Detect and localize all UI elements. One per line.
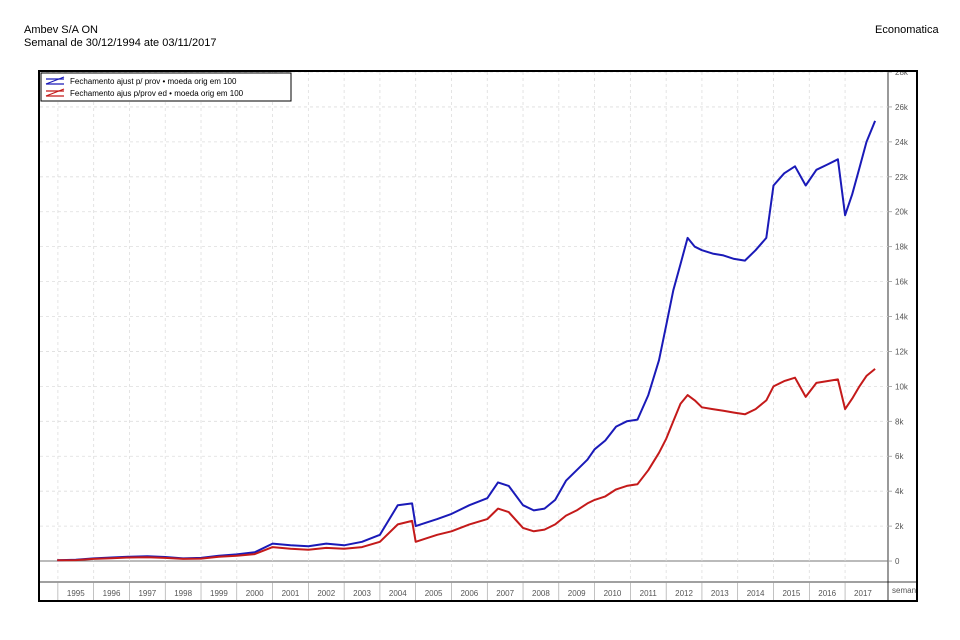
x-axis: 1995 1996 1997 1998 1999 2000 2001 2002 2003 2004… xyxy=(57,582,916,600)
series-line-2 xyxy=(57,368,876,562)
legend-box xyxy=(40,72,292,102)
y-tick-label: 26k xyxy=(895,103,909,112)
y-tick-label: 0 xyxy=(895,557,900,566)
x-tick-label: 2010 xyxy=(604,589,622,598)
x-axis-label: semana xyxy=(892,586,916,595)
x-tick-label: 2001 xyxy=(282,589,300,598)
x-tick-label: 2016 xyxy=(818,589,836,598)
x-tick-label: 2006 xyxy=(460,589,478,598)
x-tick-label: 1998 xyxy=(174,589,192,598)
source-label: Economatica xyxy=(875,24,939,36)
x-tick-label: 2014 xyxy=(747,589,765,598)
x-tick-label: 2015 xyxy=(782,589,800,598)
series-line-1 xyxy=(57,120,877,562)
x-tick-label: 1996 xyxy=(103,589,121,598)
y-tick-label: 4k xyxy=(895,487,904,496)
x-tick-label: 1997 xyxy=(138,589,156,598)
y-tick-label: 12k xyxy=(895,347,909,356)
x-tick-label: 2005 xyxy=(425,589,443,598)
chart-title: Ambev S/A ON xyxy=(24,24,98,36)
line-chart: 1995 1996 1997 1998 1999 2000 2001 2002 2003 2004… xyxy=(40,72,916,600)
y-tick-label: 10k xyxy=(895,382,909,391)
y-tick-label: 16k xyxy=(895,278,909,287)
y-tick-label: 28k xyxy=(895,72,909,77)
legend: Fechamento ajust p/ prov • moeda orig em… xyxy=(40,72,292,102)
y-tick-label: 6k xyxy=(895,452,904,461)
x-tick-label: 2011 xyxy=(640,589,658,598)
chart-subtitle: Semanal de 30/12/1994 ate 03/11/2017 xyxy=(24,37,217,49)
grid-lines xyxy=(40,72,916,600)
x-tick-label: 2013 xyxy=(711,589,729,598)
y-tick-label: 18k xyxy=(895,243,909,252)
legend-swatch-2 xyxy=(45,88,65,97)
x-tick-label: 2008 xyxy=(532,589,550,598)
legend-swatch-1 xyxy=(45,76,65,85)
series-lines xyxy=(57,120,877,562)
x-tick-label: 2007 xyxy=(496,589,514,598)
y-tick-label: 20k xyxy=(895,208,909,217)
x-tick-label: 2002 xyxy=(317,589,335,598)
chart-frame: 1995 1996 1997 1998 1999 2000 2001 2002 2003 2004… xyxy=(38,70,918,602)
x-tick-label: 2017 xyxy=(854,589,872,598)
x-tick-label: 2003 xyxy=(353,589,371,598)
y-tick-label: 8k xyxy=(895,417,904,426)
y-tick-label: 14k xyxy=(895,313,909,322)
legend-label-2: Fechamento ajus p/prov ed • moeda orig e… xyxy=(70,89,244,98)
y-tick-label: 22k xyxy=(895,173,909,182)
y-tick-label: 2k xyxy=(895,522,904,531)
y-tick-label: 24k xyxy=(895,138,909,147)
x-tick-label: 2000 xyxy=(246,589,264,598)
y-axis: 0 2k 4k 6k 8k 10k 12k 14k 16k 18k 20k 22k 24k 26k 28k xyxy=(888,72,909,566)
x-tick-label: 1999 xyxy=(210,589,228,598)
x-tick-label: 2004 xyxy=(389,589,407,598)
x-tick-label: 2012 xyxy=(675,589,693,598)
legend-label-1: Fechamento ajust p/ prov • moeda orig em… xyxy=(70,77,237,86)
x-tick-label: 2009 xyxy=(568,589,586,598)
x-tick-label: 1995 xyxy=(67,589,85,598)
